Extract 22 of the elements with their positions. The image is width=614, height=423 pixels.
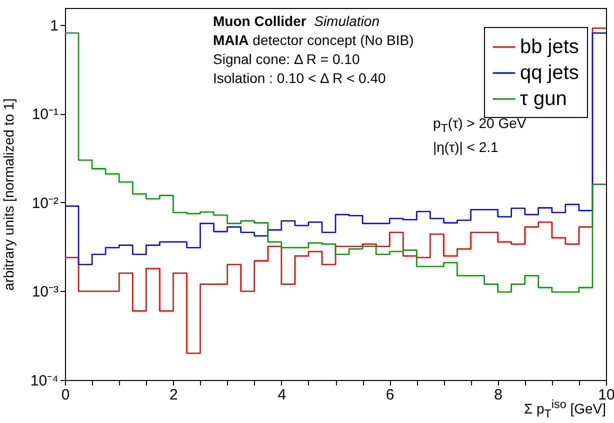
- x-tick-label: 0: [61, 386, 70, 404]
- y-tick-label: 10⁻²: [32, 194, 58, 212]
- legend-label: τ gun: [520, 88, 567, 110]
- x-tick-label: 8: [494, 386, 502, 404]
- annotation: Isolation : 0.10 < Δ R < 0.40: [213, 70, 386, 86]
- annotation: |η(τ)| < 2.1: [433, 138, 498, 155]
- x-tick-label: 2: [170, 386, 178, 404]
- annotation: Muon Collider: [213, 13, 306, 29]
- x-tick-label: 6: [386, 386, 394, 404]
- x-tick-label: 4: [278, 386, 286, 404]
- annotation: p$_{T}$(τ) > 20 GeV: [433, 115, 526, 135]
- y-axis-title: arbitrary units [normalized to 1]: [0, 98, 16, 291]
- y-tick-label: 10⁻³: [32, 284, 58, 301]
- annotation: Signal cone: Δ R = 0.10: [213, 51, 360, 67]
- annotation: MAIA: [213, 32, 249, 48]
- y-tick-label: 10⁻¹: [32, 106, 58, 124]
- y-tick-label: 10⁻⁴: [30, 372, 58, 390]
- annotation: detector concept (No BIB): [252, 32, 414, 48]
- y-tick-label: 1: [50, 17, 58, 34]
- annotation: Simulation: [314, 13, 380, 29]
- legend-label: bb jets: [520, 36, 579, 58]
- legend-label: qq jets: [520, 62, 579, 84]
